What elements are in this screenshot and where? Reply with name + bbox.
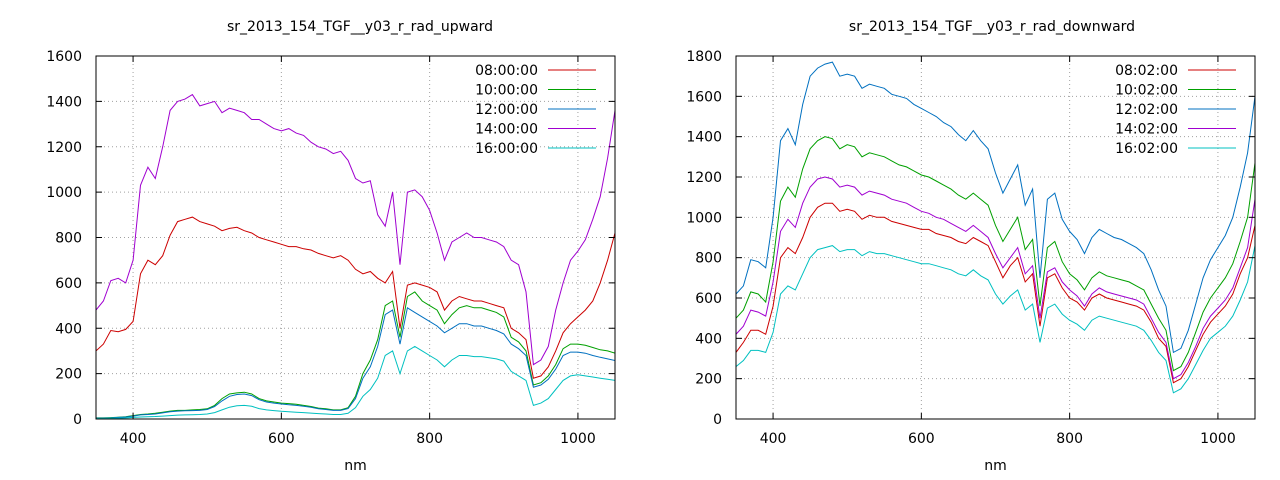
x-tick-label: 800: [416, 431, 443, 447]
legend-label: 10:00:00: [475, 83, 538, 99]
y-tick-label: 0: [713, 412, 722, 428]
legend-label: 12:00:00: [475, 102, 538, 118]
chart-panel-2: sr_2013_154_TGF__y03_r_rad_downward 400 60…: [686, 19, 1256, 474]
series-line-080000: [96, 216, 615, 379]
y-tick-label: 1200: [686, 170, 722, 186]
legend-label: 16:02:00: [1115, 141, 1178, 157]
legend-label: 14:02:00: [1115, 122, 1178, 138]
x-tick-label: 800: [1056, 431, 1083, 447]
legend-label: 08:02:00: [1115, 63, 1178, 79]
y-tick-label: 200: [695, 372, 722, 388]
plot-frame: [735, 55, 1256, 420]
x-tick-label: 600: [268, 431, 295, 447]
series-line-160200: [736, 245, 1255, 394]
y-tick-label: 800: [55, 231, 82, 247]
y-tick-label: 1400: [46, 94, 82, 110]
y-tick-label: 1200: [46, 140, 82, 156]
series-line-080200: [736, 202, 1255, 384]
x-axis-label: nm: [344, 458, 367, 474]
y-tick-label: 200: [55, 367, 82, 383]
x-tick-label: 1000: [560, 431, 596, 447]
chart-title: sr_2013_154_TGF__y03_r_rad_upward: [227, 19, 493, 35]
legend-label: 14:00:00: [475, 122, 538, 138]
chart-panel-1: sr_2013_154_TGF__y03_r_rad_upward 400 600 8…: [46, 19, 616, 474]
y-tick-label: 400: [695, 331, 722, 347]
x-tick-label: 400: [760, 431, 787, 447]
legend-label: 16:00:00: [475, 141, 538, 157]
y-tick-label: 1600: [46, 49, 82, 65]
y-tick-label: 1400: [686, 130, 722, 146]
x-tick-label: 1000: [1200, 431, 1236, 447]
y-tick-label: 1000: [686, 210, 722, 226]
y-tick-label: 1800: [686, 49, 722, 65]
chart-title: sr_2013_154_TGF__y03_r_rad_downward: [849, 19, 1135, 35]
series-line-140200: [736, 176, 1255, 380]
series-line-140000: [96, 93, 615, 366]
y-tick-label: 800: [695, 251, 722, 267]
y-tick-label: 600: [55, 276, 82, 292]
legend-label: 08:00:00: [475, 63, 538, 79]
x-tick-label: 600: [908, 431, 935, 447]
x-tick-label: 400: [120, 431, 147, 447]
y-tick-label: 1000: [46, 185, 82, 201]
series-line-100200: [736, 136, 1255, 372]
series-line-120200: [736, 61, 1255, 354]
y-tick-label: 0: [73, 412, 82, 428]
legend-label: 12:02:00: [1115, 102, 1178, 118]
legend-label: 10:02:00: [1115, 83, 1178, 99]
series-line-160000: [96, 345, 615, 419]
y-tick-label: 600: [695, 291, 722, 307]
x-axis-label: nm: [984, 458, 1007, 474]
series-line-120000: [96, 306, 615, 419]
y-tick-label: 1600: [686, 89, 722, 105]
y-tick-label: 400: [55, 321, 82, 337]
